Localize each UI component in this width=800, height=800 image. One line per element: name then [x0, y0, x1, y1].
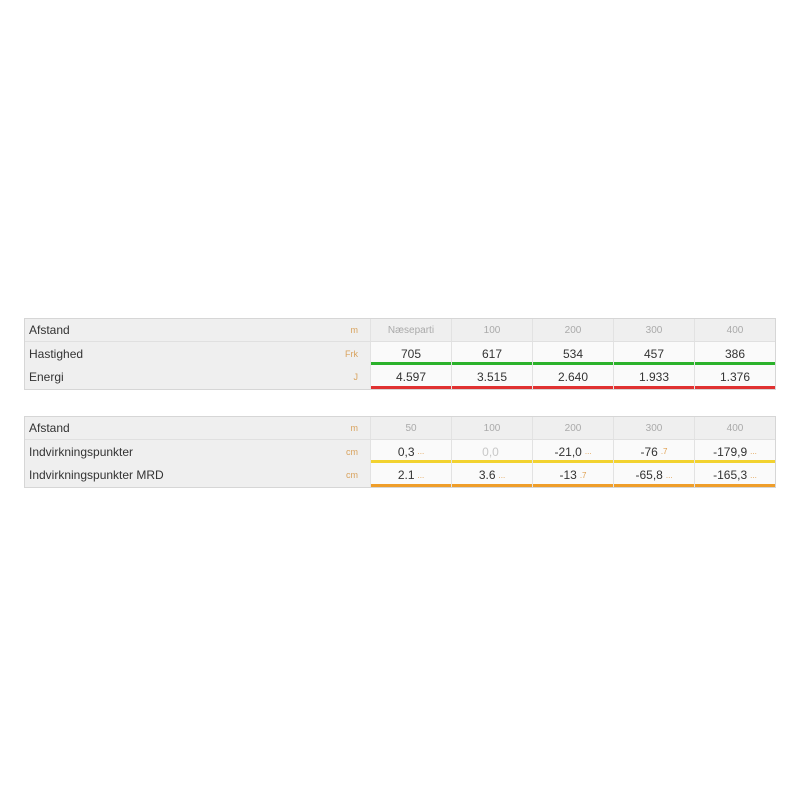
velocity-indicator-bar — [371, 362, 451, 365]
energy-indicator-bar — [614, 386, 694, 389]
distance-label: Afstand — [29, 323, 70, 337]
column-header: 300 — [613, 417, 694, 439]
column-header: 100 — [451, 319, 532, 341]
distance-label: Afstand — [29, 421, 70, 435]
impact-mrd-cell: 3.6... — [451, 463, 532, 487]
table-row-impact-points-mrd: Indvirkningspunkter MRD cm 2.1... 3.6...… — [25, 463, 775, 487]
column-header: 200 — [532, 319, 613, 341]
impact-mrd-indicator-bar — [452, 484, 532, 487]
ballistics-table-velocity-energy: Afstand m Næseparti 100 200 300 400 Hast… — [24, 318, 776, 390]
impact-cell: -21,0... — [532, 440, 613, 463]
impact-mrd-indicator-bar — [695, 484, 775, 487]
velocity-cell: 617 — [451, 342, 532, 365]
energy-cell: 4.597 — [370, 365, 451, 389]
impact-cell: -76.7 — [613, 440, 694, 463]
table-row-impact-points: Indvirkningspunkter cm 0,3... 0,0 -21,0.… — [25, 439, 775, 463]
impact-mrd-indicator-bar — [533, 484, 613, 487]
impact-mrd-cell: -165,3... — [694, 463, 775, 487]
energy-indicator-bar — [533, 386, 613, 389]
table-row-energy: Energi J 4.597 3.515 2.640 1.933 1.376 — [25, 365, 775, 389]
row-unit: Frk — [345, 348, 358, 359]
impact-mrd-cell: 2.1... — [370, 463, 451, 487]
impact-cell: 0,3... — [370, 440, 451, 463]
velocity-indicator-bar — [695, 362, 775, 365]
velocity-indicator-bar — [614, 362, 694, 365]
column-header: 400 — [694, 417, 775, 439]
velocity-indicator-bar — [533, 362, 613, 365]
velocity-cell: 386 — [694, 342, 775, 365]
energy-cell: 2.640 — [532, 365, 613, 389]
impact-mrd-indicator-bar — [614, 484, 694, 487]
velocity-cell: 534 — [532, 342, 613, 365]
distance-unit: m — [350, 325, 359, 335]
impact-mrd-cell: -65,8... — [613, 463, 694, 487]
distance-unit: m — [350, 423, 359, 433]
energy-indicator-bar — [371, 386, 451, 389]
column-header: 400 — [694, 319, 775, 341]
energy-cell: 1.376 — [694, 365, 775, 389]
row-label: Energi — [29, 370, 64, 384]
row-label: Indvirkningspunkter — [29, 444, 134, 459]
velocity-indicator-bar — [452, 362, 532, 365]
column-header: Næseparti — [370, 319, 451, 341]
energy-indicator-bar — [452, 386, 532, 389]
impact-indicator-bar — [533, 460, 613, 463]
row-unit: cm — [346, 470, 358, 480]
impact-indicator-bar — [695, 460, 775, 463]
row-label: Hastighed — [29, 346, 84, 361]
ballistics-table-impact-points: Afstand m 50 100 200 300 400 Indvirkning… — [24, 416, 776, 488]
impact-mrd-indicator-bar — [371, 484, 451, 487]
table-header-row: Afstand m Næseparti 100 200 300 400 — [25, 319, 775, 341]
energy-cell: 1.933 — [613, 365, 694, 389]
row-unit: cm — [346, 446, 358, 457]
column-header: 300 — [613, 319, 694, 341]
column-header: 50 — [370, 417, 451, 439]
velocity-cell: 457 — [613, 342, 694, 365]
table-row-velocity: Hastighed Frk 705 617 534 457 386 — [25, 341, 775, 365]
impact-indicator-bar — [371, 460, 451, 463]
impact-indicator-bar — [452, 460, 532, 463]
energy-cell: 3.515 — [451, 365, 532, 389]
column-header: 100 — [451, 417, 532, 439]
row-unit: J — [353, 372, 359, 382]
impact-cell: -179,9... — [694, 440, 775, 463]
table-header-row: Afstand m 50 100 200 300 400 — [25, 417, 775, 439]
impact-indicator-bar — [614, 460, 694, 463]
column-header: 200 — [532, 417, 613, 439]
velocity-cell: 705 — [370, 342, 451, 365]
impact-mrd-cell: -13.7 — [532, 463, 613, 487]
impact-cell: 0,0 — [451, 440, 532, 463]
row-label: Indvirkningspunkter MRD — [29, 468, 164, 482]
energy-indicator-bar — [695, 386, 775, 389]
